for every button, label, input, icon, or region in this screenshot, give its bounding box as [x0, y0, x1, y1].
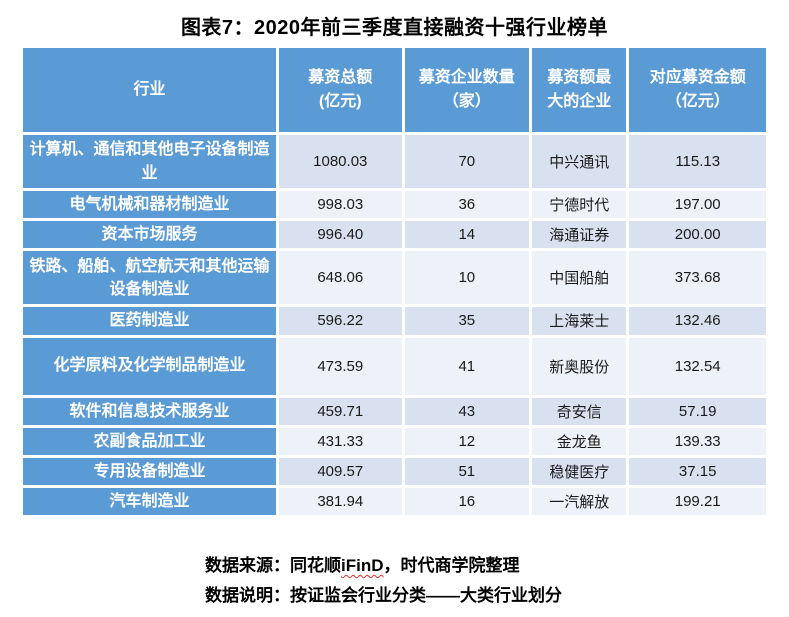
industry-label: 化学原料及化学制品制造业: [23, 337, 277, 395]
total-raised-value: 381.94: [279, 488, 402, 516]
industry-label: 医药制造业: [23, 307, 277, 335]
industry-label: 铁路、船舶、航空航天和其他运输设备制造业: [23, 251, 277, 305]
total-raised-value: 409.57: [279, 457, 402, 486]
company-count-value: 35: [404, 307, 530, 335]
top-amount-value: 132.46: [629, 307, 766, 335]
table-row: 计算机、通信和其他电子设备制造业 1080.03 70 中兴通讯 115.13: [23, 135, 766, 188]
company-count-value: 14: [404, 221, 530, 249]
total-raised-value: 473.59: [279, 337, 402, 395]
top-company-value: 宁德时代: [532, 191, 627, 219]
data-source-suffix: ，时代商学院整理: [383, 556, 520, 575]
company-count-value: 10: [404, 251, 530, 305]
table-row: 资本市场服务 996.40 14 海通证券 200.00: [23, 221, 766, 249]
figure-title: 图表7：2020年前三季度直接融资十强行业榜单: [180, 17, 609, 39]
company-count-value: 41: [404, 337, 530, 395]
data-source-line: 数据来源：同花顺iFinD，时代商学院整理: [205, 551, 562, 581]
industry-label: 专用设备制造业: [23, 457, 277, 486]
top-amount-value: 197.00: [629, 191, 766, 219]
footer-notes: 数据来源：同花顺iFinD，时代商学院整理 数据说明：按证监会行业分类——大类行…: [205, 551, 562, 611]
top-company-value: 一汽解放: [532, 488, 627, 516]
top-company-value: 上海莱士: [532, 307, 627, 335]
top-company-value: 海通证券: [532, 221, 627, 249]
table-row: 化学原料及化学制品制造业 473.59 41 新奥股份 132.54: [23, 337, 766, 395]
industry-label: 电气机械和器材制造业: [23, 191, 277, 219]
data-note-line: 数据说明：按证监会行业分类——大类行业划分: [205, 586, 562, 605]
table-row: 软件和信息技术服务业 459.71 43 奇安信 57.19: [23, 397, 766, 425]
top-amount-value: 57.19: [629, 397, 766, 425]
top-amount-value: 139.33: [629, 427, 766, 455]
total-raised-value: 431.33: [279, 427, 402, 455]
industry-label: 农副食品加工业: [23, 427, 277, 455]
column-header-total-raised: 募资总额 (亿元): [279, 48, 402, 132]
top-amount-value: 200.00: [629, 221, 766, 249]
company-count-value: 16: [404, 488, 530, 516]
header-row: 行业 募资总额 (亿元) 募资企业数量 （家） 募资额最 大的企业 对应募资金额…: [23, 48, 766, 132]
total-raised-value: 1080.03: [279, 135, 402, 188]
company-count-value: 43: [404, 397, 530, 425]
company-count-value: 12: [404, 427, 530, 455]
industry-label: 资本市场服务: [23, 221, 277, 249]
total-raised-value: 459.71: [279, 397, 402, 425]
company-count-value: 36: [404, 191, 530, 219]
top-amount-value: 115.13: [629, 135, 766, 188]
table-row: 铁路、船舶、航空航天和其他运输设备制造业 648.06 10 中国船舶 373.…: [23, 251, 766, 305]
financing-ranking-table: 行业 募资总额 (亿元) 募资企业数量 （家） 募资额最 大的企业 对应募资金额…: [20, 45, 769, 518]
data-source-prefix: 数据来源：同花顺: [205, 556, 341, 575]
top-company-value: 新奥股份: [532, 337, 627, 395]
industry-label: 汽车制造业: [23, 488, 277, 516]
top-amount-value: 132.54: [629, 337, 766, 395]
industry-label: 软件和信息技术服务业: [23, 397, 277, 425]
top-amount-value: 37.15: [629, 457, 766, 486]
total-raised-value: 998.03: [279, 191, 402, 219]
column-header-industry: 行业: [23, 48, 277, 132]
table-row: 医药制造业 596.22 35 上海莱士 132.46: [23, 307, 766, 335]
table-row: 农副食品加工业 431.33 12 金龙鱼 139.33: [23, 427, 766, 455]
table-row: 汽车制造业 381.94 16 一汽解放 199.21: [23, 488, 766, 516]
top-company-value: 中国船舶: [532, 251, 627, 305]
industry-label: 计算机、通信和其他电子设备制造业: [23, 135, 277, 188]
column-header-top-amount: 对应募资金额 （亿元）: [629, 48, 766, 132]
top-amount-value: 199.21: [629, 488, 766, 516]
top-company-value: 奇安信: [532, 397, 627, 425]
company-count-value: 70: [404, 135, 530, 188]
total-raised-value: 596.22: [279, 307, 402, 335]
table-row: 电气机械和器材制造业 998.03 36 宁德时代 197.00: [23, 191, 766, 219]
top-company-value: 金龙鱼: [532, 427, 627, 455]
total-raised-value: 648.06: [279, 251, 402, 305]
column-header-company-count: 募资企业数量 （家）: [404, 48, 530, 132]
column-header-top-company: 募资额最 大的企业: [532, 48, 627, 132]
table-row: 专用设备制造业 409.57 51 稳健医疗 37.15: [23, 457, 766, 486]
top-company-value: 中兴通讯: [532, 135, 627, 188]
top-company-value: 稳健医疗: [532, 457, 627, 486]
top-amount-value: 373.68: [629, 251, 766, 305]
company-count-value: 51: [404, 457, 530, 486]
spellcheck-word: iFinD: [341, 556, 384, 575]
total-raised-value: 996.40: [279, 221, 402, 249]
